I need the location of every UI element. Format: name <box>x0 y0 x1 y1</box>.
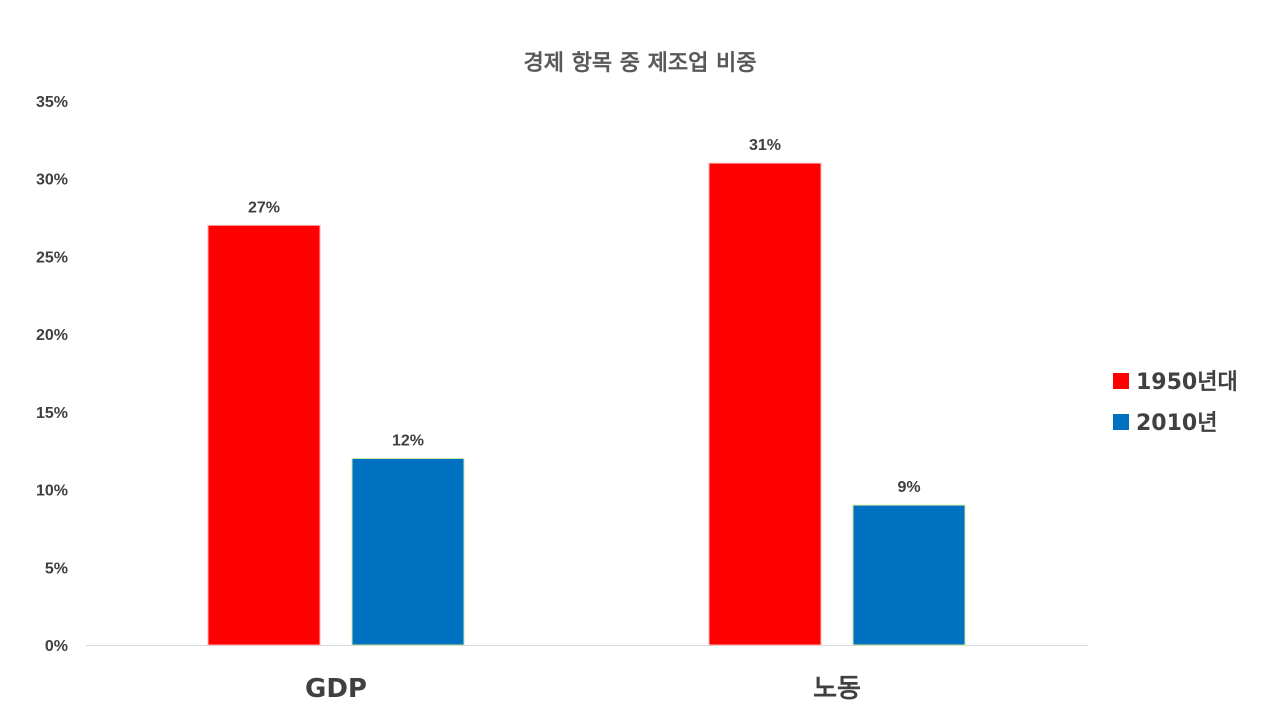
chart-title: 경제 항목 중 제조업 비중 <box>523 51 756 76</box>
legend: 1950년대 2010년 <box>1113 370 1238 436</box>
data-labels-group: 27% 31% 12% 9% <box>248 137 921 496</box>
legend-swatch <box>1113 373 1129 389</box>
data-label: 9% <box>897 479 920 496</box>
y-tick-label: 30% <box>36 172 68 189</box>
y-tick-label: 0% <box>45 638 68 655</box>
bar <box>708 162 822 646</box>
legend-swatch <box>1113 414 1129 430</box>
bar <box>207 224 321 646</box>
y-tick-label: 35% <box>36 94 68 111</box>
x-category-label: GDP <box>305 674 367 704</box>
legend-label: 1950년대 <box>1136 370 1238 395</box>
bar <box>351 457 465 646</box>
y-axis: 0% 5% 10% 15% 20% 25% 30% 35% <box>36 94 68 655</box>
legend-label: 2010년 <box>1136 411 1217 436</box>
y-tick-label: 15% <box>36 405 68 422</box>
y-tick-label: 25% <box>36 249 68 266</box>
y-tick-label: 10% <box>36 483 68 500</box>
x-category-label: 노동 <box>813 674 861 704</box>
data-label: 31% <box>749 137 781 154</box>
data-label: 12% <box>392 432 424 449</box>
x-axis: GDP 노동 <box>305 674 861 704</box>
y-tick-label: 20% <box>36 327 68 344</box>
data-label: 27% <box>248 199 280 216</box>
y-tick-label: 5% <box>45 560 68 577</box>
bar <box>852 504 966 646</box>
bars-group <box>207 162 966 646</box>
